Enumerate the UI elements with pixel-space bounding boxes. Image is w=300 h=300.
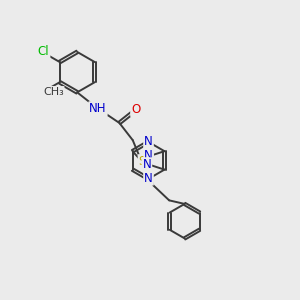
Text: CH₃: CH₃ xyxy=(43,87,64,97)
Text: O: O xyxy=(131,103,140,116)
Text: N: N xyxy=(144,172,153,185)
Text: N: N xyxy=(144,136,153,148)
Text: N: N xyxy=(142,158,151,171)
Text: S: S xyxy=(139,155,146,168)
Text: NH: NH xyxy=(89,102,107,115)
Text: N: N xyxy=(144,149,153,162)
Text: Cl: Cl xyxy=(38,45,50,58)
